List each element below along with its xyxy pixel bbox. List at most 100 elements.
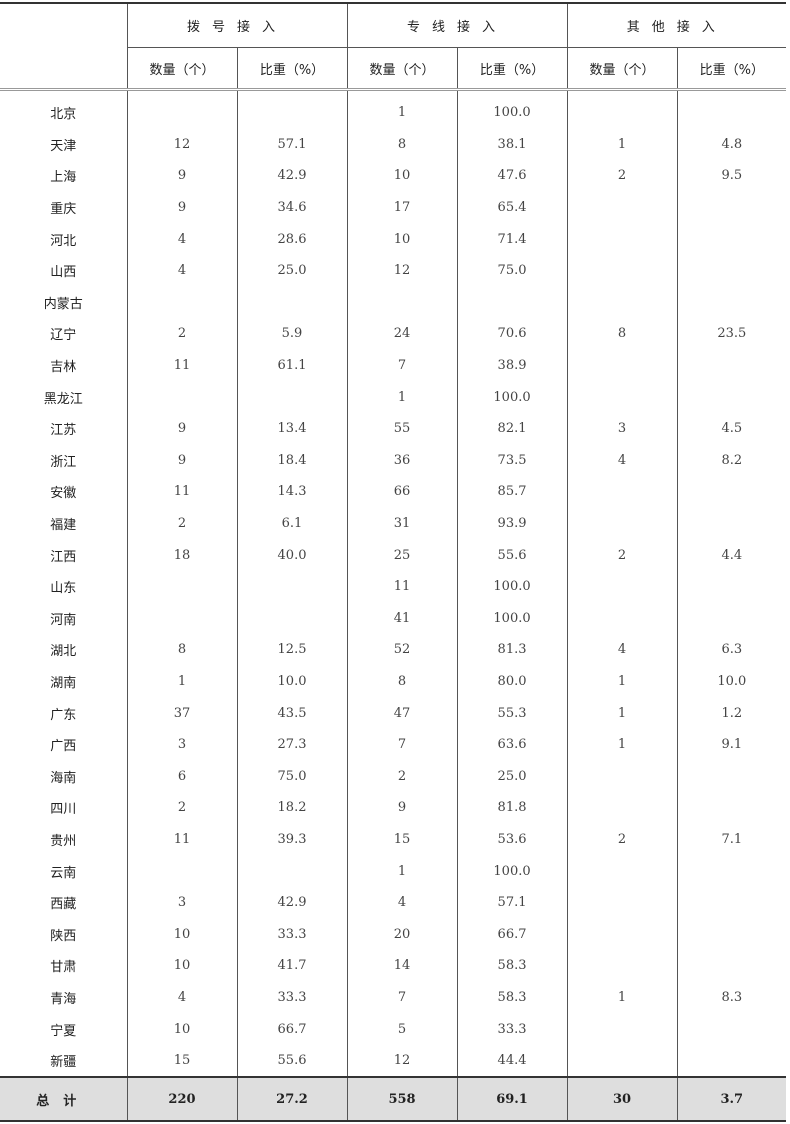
table-cell: 2 [566,539,678,571]
table-cell: 33.3 [236,918,348,951]
table-cell: 1 [346,855,458,887]
table-cell: 58.3 [456,981,568,1014]
table-cell: 10 [126,918,237,951]
table-cell: 7 [346,349,458,382]
table-cell: 4 [566,634,678,666]
table-cell: 9.5 [676,160,787,192]
region-name: 宁夏 [50,1023,77,1039]
table-row: 西藏 3 42.9 4 57.1 [0,886,787,919]
region-name: 陕西 [50,928,77,944]
table-cell: 70.6 [456,318,568,350]
table-cell: 2 [566,160,678,192]
table-cell: 57.1 [236,128,348,161]
table-cell [126,602,237,635]
table-cell: 81.8 [456,792,568,824]
table-cell: 3 [126,728,237,761]
table-cell: 38.1 [456,128,568,161]
table-row: 山东 11 100.0 [0,570,787,603]
table-cell: 12 [346,1044,458,1078]
table-cell [676,286,787,319]
table-row: 陕西 10 33.3 20 66.7 [0,918,787,951]
table-cell [676,886,787,919]
table-cell: 47 [346,697,458,729]
table-cell: 27.2 [236,1076,348,1123]
table-cell: 25.0 [456,760,568,793]
table-cell: 12.5 [236,634,348,666]
table-cell: 42.9 [236,886,348,919]
table-row: 浙江 9 18.4 36 73.5 4 8.2 [0,444,787,477]
table-cell: 6.1 [236,507,348,540]
table-cell: 75.0 [456,254,568,287]
table-cell: 53.6 [456,823,568,856]
table-cell: 11 [126,349,237,382]
table-cell: 85.7 [456,476,568,508]
table-cell [566,1013,678,1045]
table-row: 贵州 11 39.3 15 53.6 2 7.1 [0,823,787,856]
header-group-row: 拨号接入 专线接入 其他接入 [0,3,787,91]
table-cell [676,570,787,603]
table-row: 福建 2 6.1 31 93.9 [0,507,787,540]
table-cell [676,507,787,540]
table-cell: 61.1 [236,349,348,382]
table-cell: 65.4 [456,191,568,224]
table-row: 黑龙江 1 100.0 [0,381,787,413]
table-cell: 1 [566,981,678,1014]
region-name: 湖北 [50,644,77,660]
region-name: 安徽 [50,486,77,502]
table-row: 江苏 9 13.4 55 82.1 3 4.5 [0,412,787,445]
table-cell: 8 [346,128,458,161]
region-name: 内蒙古 [43,296,83,312]
region-name: 浙江 [50,454,77,470]
table-cell: 15 [346,823,458,856]
table-cell: 1 [346,89,458,129]
table-row: 河北 4 28.6 10 71.4 [0,223,787,255]
table-cell: 47.6 [456,160,568,192]
table-cell [566,223,678,255]
table-cell: 4.8 [676,128,787,161]
table-cell: 1.2 [676,697,787,729]
region-name: 广西 [50,739,77,755]
table-cell [346,286,458,319]
region-name: 江苏 [50,423,77,439]
table-row: 宁夏 10 66.7 5 33.3 [0,1013,787,1045]
table-cell: 58.3 [456,950,568,982]
region-name: 辽宁 [50,328,77,344]
table-cell: 4.4 [676,539,787,571]
table-cell: 44.4 [456,1044,568,1078]
table-cell: 18 [126,539,237,571]
sub-header: 比重（%） [456,47,568,91]
table-row: 上海 9 42.9 10 47.6 2 9.5 [0,160,787,192]
table-cell [566,191,678,224]
table-cell: 82.1 [456,412,568,445]
table-row: 湖北 8 12.5 52 81.3 4 6.3 [0,634,787,666]
sub-header: 比重（%） [676,47,787,91]
table-cell: 55.3 [456,697,568,729]
region-name: 云南 [50,865,77,881]
table-cell: 4.5 [676,412,787,445]
table-cell: 23.5 [676,318,787,350]
table-cell [126,286,237,319]
table-cell [566,918,678,951]
table-cell [236,89,348,129]
region-name: 北京 [50,107,77,123]
region-name: 广东 [50,707,77,723]
table-row: 重庆 9 34.6 17 65.4 [0,191,787,224]
sub-header: 比重（%） [236,47,348,91]
region-name: 黑龙江 [43,391,83,407]
table-cell: 7 [346,981,458,1014]
table-cell: 37 [126,697,237,729]
table-cell [566,254,678,287]
region-name: 福建 [50,518,77,534]
table-cell [566,855,678,887]
table-cell [566,886,678,919]
table-cell: 14.3 [236,476,348,508]
table-cell: 10.0 [676,665,787,698]
table-cell [566,1044,678,1078]
region-name: 西藏 [50,897,77,913]
table-row: 云南 1 100.0 [0,855,787,887]
sub-header: 数量（个） [566,47,678,91]
region-name: 河北 [50,233,77,249]
table-cell: 9 [126,444,237,477]
table-cell [126,570,237,603]
table-cell [456,286,568,319]
